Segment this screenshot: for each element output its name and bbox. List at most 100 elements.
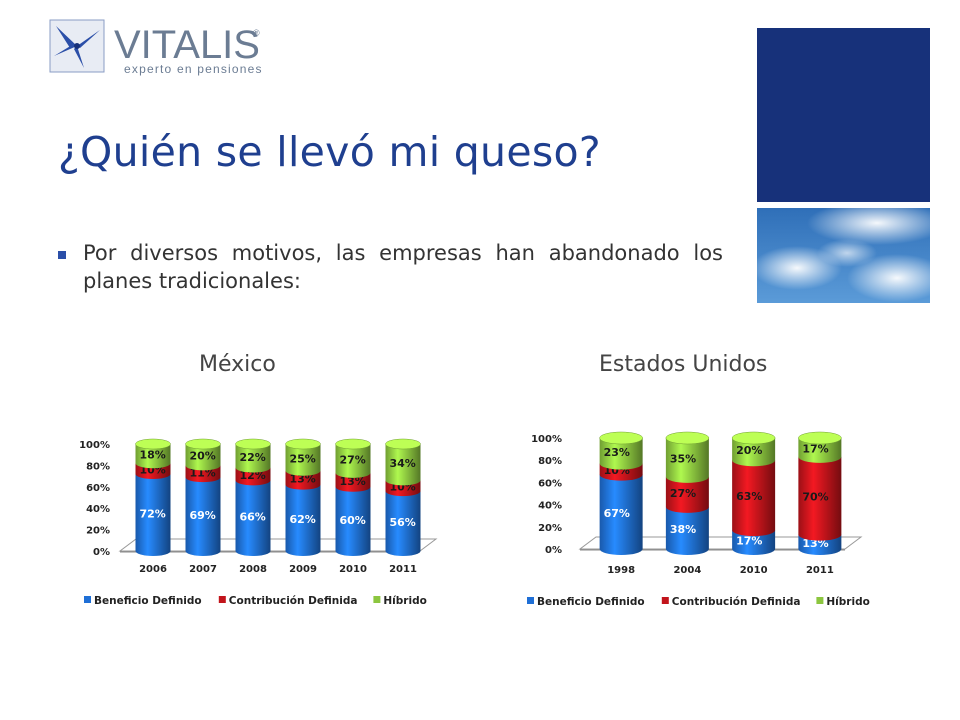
bar-segment xyxy=(335,472,371,492)
data-label: 18% xyxy=(140,449,166,462)
data-label: 63% xyxy=(736,490,762,503)
bar-segment xyxy=(599,438,643,470)
bar-segment xyxy=(285,444,321,476)
bar-segment xyxy=(235,480,271,556)
data-label: 17% xyxy=(802,442,828,455)
legend-swatch xyxy=(661,597,669,604)
data-label: 38% xyxy=(670,523,696,536)
y-tick-label: 80% xyxy=(538,456,562,467)
x-tick-label: 2004 xyxy=(673,565,701,576)
bar-segment xyxy=(135,473,171,556)
bar-segment xyxy=(185,444,221,471)
legend-swatch xyxy=(816,597,824,604)
bar-segment xyxy=(235,444,271,473)
x-tick-label: 2011 xyxy=(806,565,834,576)
data-label: 20% xyxy=(190,450,216,463)
y-tick-label: 100% xyxy=(531,434,562,445)
bar-segment xyxy=(385,444,421,486)
y-tick-label: 40% xyxy=(86,504,110,515)
x-tick-label: 1998 xyxy=(607,565,635,576)
data-label: 23% xyxy=(604,446,630,459)
data-label: 27% xyxy=(670,487,696,500)
x-tick-label: 2010 xyxy=(339,564,367,575)
decorative-blue-panel xyxy=(757,28,930,202)
data-label: 17% xyxy=(736,535,762,548)
chart-usa: 0% 20% 40% 60% 80% 100% 67% 10% 23% 1998 38% 27% 35%… xyxy=(515,405,900,615)
data-label: 27% xyxy=(340,453,366,466)
x-tick-label: 2008 xyxy=(239,564,267,575)
bar-cap xyxy=(285,438,321,450)
legend-swatch xyxy=(218,596,226,603)
bar-segment xyxy=(335,486,371,556)
data-label: 70% xyxy=(802,491,828,504)
bar-segment xyxy=(599,474,643,555)
bar-cap xyxy=(665,431,710,445)
vitalis-logo: VITALIS ® experto en pensiones xyxy=(48,18,263,78)
bar-cap xyxy=(798,431,842,445)
data-label: 56% xyxy=(390,516,416,529)
y-tick-label: 0% xyxy=(93,547,110,558)
bar-segment xyxy=(732,438,776,467)
bar-cap xyxy=(185,438,221,450)
data-label: 66% xyxy=(240,511,266,524)
data-label: 69% xyxy=(190,509,216,522)
bar-segment xyxy=(285,470,321,490)
bar-cap xyxy=(385,438,421,450)
legend-label: Híbrido xyxy=(383,595,426,607)
slide-title: ¿Quién se llevó mi queso? xyxy=(58,128,601,176)
legend-label: Contribución Definida xyxy=(672,596,801,608)
data-label: 12% xyxy=(240,469,266,482)
bar-segment xyxy=(665,476,709,513)
data-label: 25% xyxy=(290,452,316,465)
bar-segment xyxy=(798,438,842,463)
bar-segment xyxy=(732,530,776,555)
y-tick-label: 0% xyxy=(545,545,562,556)
data-label: 20% xyxy=(736,444,762,457)
bar-segment xyxy=(235,467,271,486)
bullet-square-icon xyxy=(58,251,66,259)
bullet-text: Por diversos motivos, las empresas han a… xyxy=(83,241,723,293)
legend-label: Contribución Definida xyxy=(229,595,358,607)
y-tick-label: 60% xyxy=(86,483,110,494)
data-label: 62% xyxy=(290,513,316,526)
bar-segment xyxy=(665,438,709,483)
legend-swatch xyxy=(84,596,91,603)
bar-segment xyxy=(665,506,709,555)
y-tick-label: 100% xyxy=(79,440,110,451)
chart-title-mexico: México xyxy=(199,352,276,377)
legend-swatch xyxy=(527,597,534,604)
x-tick-label: 2006 xyxy=(139,564,167,575)
bar-segment xyxy=(732,460,776,537)
bar-cap xyxy=(335,438,371,450)
y-tick-label: 40% xyxy=(538,501,562,512)
logo-brand: VITALIS xyxy=(114,23,260,67)
bar-segment xyxy=(335,444,371,478)
bar-cap xyxy=(599,431,643,445)
legend-label: Beneficio Definido xyxy=(537,596,645,608)
bar-cap xyxy=(135,438,171,450)
sky-image xyxy=(757,208,930,303)
chart-title-usa: Estados Unidos xyxy=(599,352,768,377)
chart-mexico-svg: 0%20%40%60%80%100%72%10%18%200669%11%20%… xyxy=(79,438,438,607)
legend-label: Híbrido xyxy=(826,596,869,608)
data-label: 13% xyxy=(290,473,316,486)
y-tick-label: 20% xyxy=(538,523,562,534)
bar-cap xyxy=(731,431,776,445)
bar-segment xyxy=(185,477,221,556)
logo-registered: ® xyxy=(253,28,260,38)
bar-segment xyxy=(385,491,421,556)
y-tick-label: 20% xyxy=(86,526,110,537)
data-label: 34% xyxy=(390,457,416,470)
data-label: 35% xyxy=(670,452,696,465)
logo-tagline: experto en pensiones xyxy=(124,62,263,76)
y-tick-label: 80% xyxy=(86,461,110,472)
bar-cap xyxy=(235,438,271,450)
x-tick-label: 2010 xyxy=(740,565,768,576)
y-tick-label: 60% xyxy=(538,478,562,489)
data-label: 22% xyxy=(240,451,266,464)
bar-segment xyxy=(798,456,842,541)
chart-mexico: 0% 20% 40% 60% 80% 100% 72% 10% 18% 2006 69% 11% 20%… xyxy=(70,420,450,620)
x-tick-label: 2009 xyxy=(289,564,317,575)
chart-usa-svg: 0%20%40%60%80%100%67%10%23%199838%27%35%… xyxy=(527,431,870,608)
data-label: 60% xyxy=(340,514,366,527)
